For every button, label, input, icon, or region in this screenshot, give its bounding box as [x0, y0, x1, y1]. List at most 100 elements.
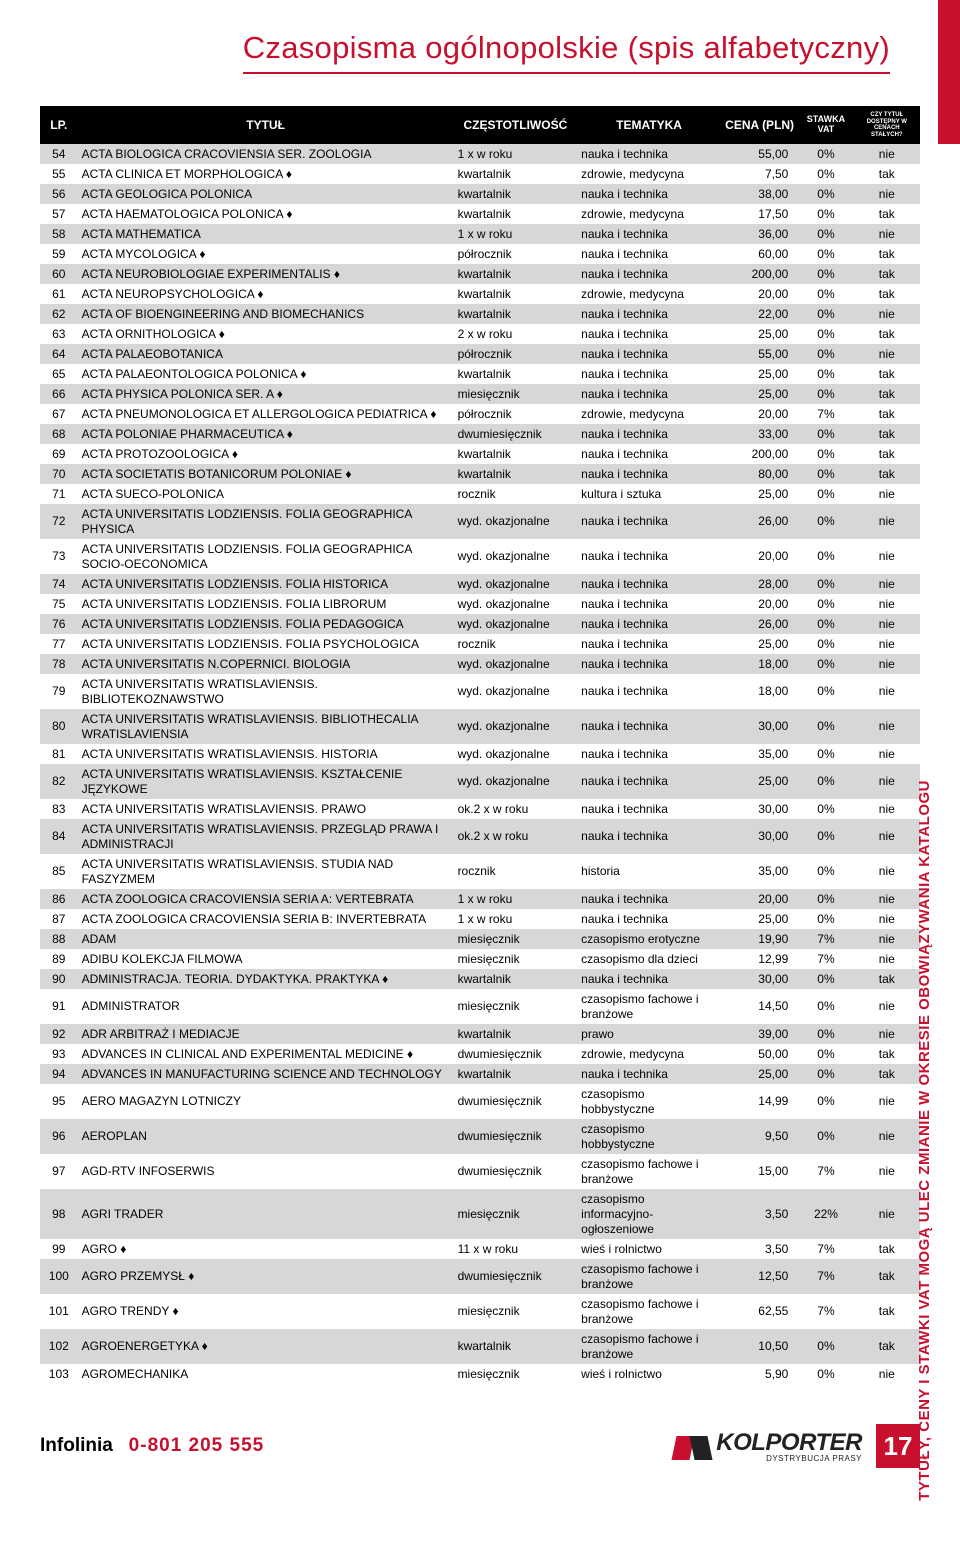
logo-wrap: KOLPORTER DYSTRYBUCJA PRASY 17	[672, 1424, 920, 1468]
table-row: 98AGRI TRADERmiesięcznikczasopismo infor…	[40, 1189, 920, 1239]
cell-fixed: tak	[854, 364, 920, 384]
cell-fixed: tak	[854, 284, 920, 304]
cell-price: 5,90	[721, 1364, 798, 1384]
cell-vat: 0%	[798, 504, 853, 539]
cell-freq: rocznik	[454, 854, 578, 889]
cell-topic: czasopismo hobbystyczne	[577, 1119, 721, 1154]
cell-topic: nauka i technika	[577, 144, 721, 164]
table-row: 86ACTA ZOOLOGICA CRACOVIENSIA SERIA A: V…	[40, 889, 920, 909]
table-row: 96AEROPLANdwumiesięcznikczasopismo hobby…	[40, 1119, 920, 1154]
cell-topic: nauka i technika	[577, 244, 721, 264]
cell-fixed: nie	[854, 709, 920, 744]
table-row: 100AGRO PRZEMYSŁ ♦dwumiesięcznikczasopis…	[40, 1259, 920, 1294]
cell-lp: 103	[40, 1364, 78, 1384]
cell-fixed: tak	[854, 424, 920, 444]
cell-title: ACTA BIOLOGICA CRACOVIENSIA SER. ZOOLOGI…	[78, 144, 454, 164]
cell-fixed: nie	[854, 1119, 920, 1154]
cell-topic: nauka i technika	[577, 364, 721, 384]
cell-price: 80,00	[721, 464, 798, 484]
table-row: 71ACTA SUECO-POLONICArocznikkultura i sz…	[40, 484, 920, 504]
cell-vat: 7%	[798, 1154, 853, 1189]
cell-title: ADIBU KOLEKCJA FILMOWA	[78, 949, 454, 969]
col-topic-header: TEMATYKA	[577, 106, 721, 144]
cell-fixed: tak	[854, 1064, 920, 1084]
cell-freq: 1 x w roku	[454, 889, 578, 909]
cell-vat: 0%	[798, 284, 853, 304]
cell-vat: 0%	[798, 1024, 853, 1044]
cell-title: AGRI TRADER	[78, 1189, 454, 1239]
cell-topic: nauka i technika	[577, 304, 721, 324]
table-row: 102AGROENERGETYKA ♦kwartalnikczasopismo …	[40, 1329, 920, 1364]
cell-fixed: nie	[854, 634, 920, 654]
cell-topic: wieś i rolnictwo	[577, 1239, 721, 1259]
cell-title: AGROENERGETYKA ♦	[78, 1329, 454, 1364]
cell-lp: 81	[40, 744, 78, 764]
cell-title: ACTA PNEUMONOLOGICA ET ALLERGOLOGICA PED…	[78, 404, 454, 424]
cell-title: ACTA UNIVERSITATIS LODZIENSIS. FOLIA HIS…	[78, 574, 454, 594]
cell-topic: nauka i technika	[577, 504, 721, 539]
cell-price: 35,00	[721, 744, 798, 764]
cell-vat: 0%	[798, 854, 853, 889]
cell-freq: kwartalnik	[454, 284, 578, 304]
cell-fixed: nie	[854, 504, 920, 539]
cell-fixed: nie	[854, 989, 920, 1024]
kolporter-logo: KOLPORTER DYSTRYBUCJA PRASY	[672, 1430, 862, 1463]
cell-fixed: nie	[854, 574, 920, 594]
cell-title: ACTA UNIVERSITATIS WRATISLAVIENSIS. PRAW…	[78, 799, 454, 819]
cell-freq: kwartalnik	[454, 464, 578, 484]
cell-vat: 0%	[798, 464, 853, 484]
cell-fixed: tak	[854, 1044, 920, 1064]
cell-lp: 69	[40, 444, 78, 464]
cell-vat: 0%	[798, 799, 853, 819]
cell-price: 25,00	[721, 764, 798, 799]
cell-fixed: nie	[854, 819, 920, 854]
cell-vat: 0%	[798, 614, 853, 634]
cell-title: ADR ARBITRAŻ I MEDIACJE	[78, 1024, 454, 1044]
cell-price: 17,50	[721, 204, 798, 224]
cell-freq: wyd. okazjonalne	[454, 539, 578, 574]
cell-title: ACTA NEUROBIOLOGIAE EXPERIMENTALIS ♦	[78, 264, 454, 284]
table-row: 56ACTA GEOLOGICA POLONICAkwartalniknauka…	[40, 184, 920, 204]
cell-freq: 1 x w roku	[454, 909, 578, 929]
cell-vat: 0%	[798, 1364, 853, 1384]
cell-lp: 98	[40, 1189, 78, 1239]
cell-price: 28,00	[721, 574, 798, 594]
cell-price: 62,55	[721, 1294, 798, 1329]
cell-topic: nauka i technika	[577, 344, 721, 364]
cell-freq: dwumiesięcznik	[454, 1119, 578, 1154]
cell-freq: miesięcznik	[454, 1189, 578, 1239]
cell-title: AERO MAGAZYN LOTNICZY	[78, 1084, 454, 1119]
table-row: 74ACTA UNIVERSITATIS LODZIENSIS. FOLIA H…	[40, 574, 920, 594]
cell-vat: 0%	[798, 654, 853, 674]
cell-title: AGD-RTV INFOSERWIS	[78, 1154, 454, 1189]
cell-vat: 0%	[798, 444, 853, 464]
cell-title: ACTA UNIVERSITATIS WRATISLAVIENSIS. BIBL…	[78, 709, 454, 744]
cell-freq: kwartalnik	[454, 444, 578, 464]
cell-fixed: nie	[854, 1154, 920, 1189]
cell-vat: 0%	[798, 574, 853, 594]
cell-lp: 76	[40, 614, 78, 634]
cell-freq: kwartalnik	[454, 1064, 578, 1084]
cell-lp: 56	[40, 184, 78, 204]
cell-fixed: tak	[854, 384, 920, 404]
journals-table: LP. TYTUŁ CZĘSTOTLIWOŚĆ TEMATYKA CENA (P…	[40, 106, 920, 1384]
cell-vat: 0%	[798, 674, 853, 709]
cell-title: ACTA POLONIAE PHARMACEUTICA ♦	[78, 424, 454, 444]
cell-title: ADMINISTRACJA. TEORIA. DYDAKTYKA. PRAKTY…	[78, 969, 454, 989]
cell-vat: 0%	[798, 144, 853, 164]
cell-price: 25,00	[721, 909, 798, 929]
cell-topic: historia	[577, 854, 721, 889]
cell-title: ACTA PROTOZOOLOGICA ♦	[78, 444, 454, 464]
cell-freq: kwartalnik	[454, 184, 578, 204]
cell-price: 200,00	[721, 444, 798, 464]
cell-freq: wyd. okazjonalne	[454, 574, 578, 594]
table-row: 92ADR ARBITRAŻ I MEDIACJEkwartalnikprawo…	[40, 1024, 920, 1044]
cell-lp: 57	[40, 204, 78, 224]
cell-fixed: nie	[854, 764, 920, 799]
cell-topic: czasopismo erotyczne	[577, 929, 721, 949]
table-row: 90ADMINISTRACJA. TEORIA. DYDAKTYKA. PRAK…	[40, 969, 920, 989]
cell-lp: 95	[40, 1084, 78, 1119]
cell-title: ACTA UNIVERSITATIS N.COPERNICI. BIOLOGIA	[78, 654, 454, 674]
cell-vat: 0%	[798, 1064, 853, 1084]
cell-vat: 0%	[798, 344, 853, 364]
